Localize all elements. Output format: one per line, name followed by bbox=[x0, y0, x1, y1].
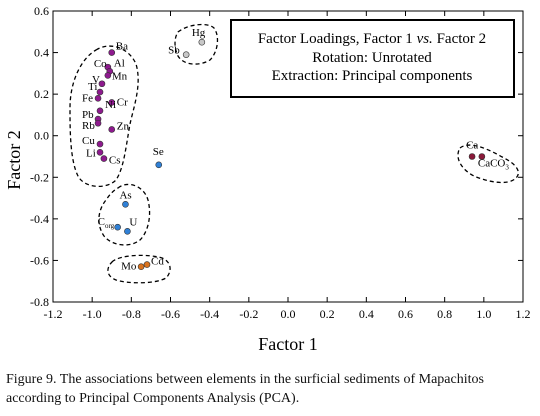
point-label: Sb bbox=[168, 45, 180, 57]
point-label: Li bbox=[86, 147, 96, 159]
data-point-caco3 bbox=[478, 153, 486, 160]
x-tick-label: -1.2 bbox=[44, 307, 63, 321]
point-label: Mo bbox=[121, 261, 137, 273]
point-label: Ni bbox=[105, 99, 116, 111]
data-point-mn bbox=[104, 72, 112, 79]
data-point-mo bbox=[137, 263, 145, 270]
point-label: U bbox=[129, 216, 137, 228]
chart-title-line-2: Rotation: Unrotated bbox=[312, 50, 432, 66]
point-label: As bbox=[119, 189, 131, 201]
point-label: Cr bbox=[117, 96, 128, 108]
data-point-rb bbox=[94, 119, 102, 127]
scatter-chart: -1.2 -1.0 -0.8 -0.6 -0.4 -0.2 0.0 0.2 0.4 0.6 0.8 1… bbox=[4, 4, 531, 354]
y-tick-label: -0.6 bbox=[30, 253, 49, 267]
x-tick-label: 1.0 bbox=[476, 307, 491, 321]
point-label: Pb bbox=[82, 109, 94, 121]
data-point-as bbox=[122, 201, 129, 208]
cluster-outlines bbox=[69, 23, 519, 284]
point-label: Corg bbox=[98, 216, 115, 230]
data-point-sb bbox=[182, 51, 190, 58]
data-point-ni bbox=[96, 107, 104, 115]
point-label: Ca bbox=[466, 140, 478, 152]
y-tick-label: -0.4 bbox=[30, 212, 49, 226]
point-label: Al bbox=[114, 57, 125, 69]
point-label: CaCO3 bbox=[478, 158, 510, 172]
point-label: Mn bbox=[112, 70, 128, 82]
point-label: Se bbox=[153, 146, 164, 158]
data-point-ca bbox=[468, 153, 476, 160]
data-point-li bbox=[96, 149, 104, 156]
chart-title-line-1: Factor Loadings, Factor 1 vs. Factor 2 bbox=[258, 31, 486, 47]
data-point-fe bbox=[94, 95, 102, 102]
point-label: Ba bbox=[116, 41, 128, 53]
point-label: Zn bbox=[117, 120, 130, 132]
data-point-cs bbox=[100, 155, 108, 162]
y-axis-label: Factor 2 bbox=[4, 130, 24, 189]
x-tick-label: -0.4 bbox=[200, 307, 219, 321]
x-tick-label: 1.2 bbox=[516, 307, 531, 321]
point-label: Cd bbox=[151, 256, 164, 268]
point-label: Hg bbox=[192, 27, 206, 39]
cluster-outline-mo-cd bbox=[107, 254, 171, 284]
data-point-corg bbox=[114, 223, 121, 231]
point-label: Co bbox=[94, 58, 107, 70]
x-tick-label: 0.0 bbox=[281, 307, 296, 321]
point-label: V bbox=[92, 74, 100, 86]
x-tick-label: 0.8 bbox=[437, 307, 452, 321]
data-point-se bbox=[155, 161, 163, 169]
x-axis-label: Factor 1 bbox=[258, 334, 317, 354]
x-tick-label: 0.2 bbox=[320, 307, 335, 321]
data-point-ba bbox=[108, 49, 116, 56]
point-label: Cs bbox=[109, 155, 121, 167]
y-tick-label: 0.0 bbox=[34, 129, 49, 143]
cluster-outline-hg-sb bbox=[174, 23, 219, 65]
data-point-u bbox=[124, 228, 131, 235]
figure-caption: Figure 9. The associations between eleme… bbox=[6, 372, 484, 406]
data-point-v bbox=[98, 80, 106, 88]
y-tick-label: 0.4 bbox=[34, 46, 49, 60]
point-label: Fe bbox=[82, 92, 93, 104]
y-tick-label: -0.8 bbox=[30, 295, 49, 309]
point-label: Ti bbox=[88, 81, 97, 93]
point-label: Rb bbox=[82, 120, 95, 132]
data-point-cd bbox=[143, 261, 151, 268]
data-point-zn bbox=[108, 126, 116, 133]
x-tick-label: -0.8 bbox=[122, 307, 141, 321]
x-tick-label: -0.6 bbox=[161, 307, 180, 321]
point-label: Cu bbox=[82, 135, 95, 147]
chart-title-line-3: Extraction: Principal components bbox=[272, 68, 473, 84]
cluster-outline-ca bbox=[457, 144, 519, 184]
x-tick-label: 0.6 bbox=[398, 307, 413, 321]
x-tick-label: 0.4 bbox=[359, 307, 374, 321]
title-box bbox=[230, 19, 515, 98]
y-tick-label: 0.6 bbox=[34, 4, 49, 18]
y-tick-label: -0.2 bbox=[30, 170, 49, 184]
y-tick-label: 0.2 bbox=[34, 87, 49, 101]
data-point-cu bbox=[96, 140, 104, 148]
x-tick-label: -0.2 bbox=[239, 307, 258, 321]
x-tick-label: -1.0 bbox=[83, 307, 102, 321]
data-point-hg bbox=[198, 38, 206, 46]
data-point-ti bbox=[96, 88, 104, 96]
cluster-outline-as-u bbox=[98, 183, 151, 246]
axis-ticks: -1.2 -1.0 -0.8 -0.6 -0.4 -0.2 0.0 0.2 0.4 0.6 0.8 1… bbox=[30, 4, 531, 321]
data-point-cr bbox=[108, 99, 116, 106]
